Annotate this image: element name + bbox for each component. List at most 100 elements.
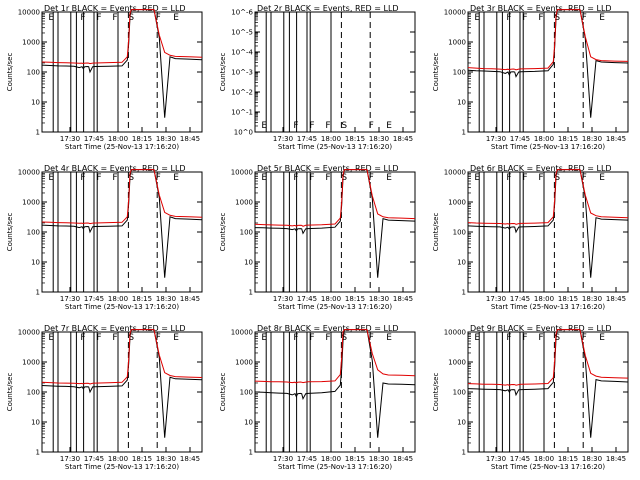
flag-label: F bbox=[538, 173, 543, 183]
y-tick-label: 10000 bbox=[231, 329, 253, 337]
flag-label: F bbox=[80, 173, 85, 183]
x-tick-label: 18:30 bbox=[582, 455, 602, 463]
x-tick-label: 18:15 bbox=[132, 455, 152, 463]
x-tick-label: 17:30 bbox=[273, 135, 293, 143]
y-tick-label: 1 bbox=[249, 289, 253, 297]
x-tick-label: 17:30 bbox=[60, 295, 80, 303]
x-tick-label: 17:30 bbox=[486, 455, 506, 463]
y-tick-label: 10^-5 bbox=[231, 29, 253, 37]
flag-label: S bbox=[341, 173, 347, 183]
x-tick-label: 18:45 bbox=[606, 455, 626, 463]
x-tick-label: 17:45 bbox=[510, 455, 530, 463]
flag-label: E bbox=[474, 173, 480, 183]
y-tick-label: 10 bbox=[31, 419, 40, 427]
series-events bbox=[467, 329, 629, 438]
y-tick-label: 10 bbox=[31, 259, 40, 267]
flag-label: E bbox=[599, 173, 605, 183]
y-tick-label: 10 bbox=[244, 259, 253, 267]
chart-title: Det 9r BLACK = Events, RED = LLD bbox=[470, 324, 612, 333]
y-tick-label: 100 bbox=[240, 389, 253, 397]
flag-label: S bbox=[128, 173, 134, 183]
flag-label: E bbox=[261, 173, 267, 183]
flag-label: F bbox=[293, 173, 298, 183]
y-tick-label: 100 bbox=[453, 229, 466, 237]
y-tick-label: 10000 bbox=[444, 329, 466, 337]
flag-label: E bbox=[386, 121, 392, 131]
y-tick-label: 1000 bbox=[235, 359, 253, 367]
series-events bbox=[467, 169, 629, 278]
y-tick-label: 1000 bbox=[448, 39, 466, 47]
y-tick-label: 1000 bbox=[448, 199, 466, 207]
y-tick-label: 10^-1 bbox=[231, 109, 253, 117]
x-tick-label: 17:45 bbox=[84, 455, 104, 463]
y-tick-label: 1 bbox=[462, 129, 466, 137]
series-lld bbox=[467, 9, 629, 71]
plot-frame bbox=[254, 171, 416, 293]
y-axis-label: Counts/sec bbox=[432, 213, 440, 252]
plot-frame bbox=[467, 11, 629, 133]
x-tick-label: 18:45 bbox=[393, 295, 413, 303]
flag-label: F bbox=[156, 173, 161, 183]
flag-label: F bbox=[506, 333, 511, 343]
panel-det-6: Det 6r BLACK = Events, RED = LLD 1 10 100 10… bbox=[432, 164, 629, 311]
series-lld bbox=[41, 169, 203, 225]
y-tick-label: 1 bbox=[36, 289, 40, 297]
x-tick-label: 18:15 bbox=[132, 135, 152, 143]
x-tick-label: 17:30 bbox=[60, 135, 80, 143]
chart-title: Det 7r BLACK = Events, RED = LLD bbox=[44, 324, 186, 333]
x-tick-label: 17:45 bbox=[297, 455, 317, 463]
series-lld bbox=[254, 329, 416, 384]
y-tick-label: 1 bbox=[249, 449, 253, 457]
flag-label: E bbox=[261, 121, 267, 131]
x-axis-label: Start Time (25-Nov-13 17:16:20) bbox=[278, 463, 392, 471]
x-tick-label: 18:15 bbox=[345, 135, 365, 143]
y-tick-label: 10000 bbox=[18, 329, 40, 337]
flag-label: E bbox=[599, 333, 605, 343]
flag-label: F bbox=[156, 13, 161, 23]
x-tick-label: 18:30 bbox=[369, 295, 389, 303]
flag-label: F bbox=[325, 173, 330, 183]
flag-label: F bbox=[506, 173, 511, 183]
flag-label: F bbox=[582, 173, 587, 183]
plot-frame bbox=[41, 11, 203, 133]
flag-label: F bbox=[325, 333, 330, 343]
flag-label: E bbox=[173, 173, 179, 183]
x-tick-label: 18:45 bbox=[180, 135, 200, 143]
x-tick-label: 17:30 bbox=[486, 295, 506, 303]
x-tick-label: 18:00 bbox=[108, 455, 128, 463]
series-lld bbox=[467, 329, 629, 387]
x-tick-label: 17:45 bbox=[297, 295, 317, 303]
panel-det-4: Det 4r BLACK = Events, RED = LLD 1 10 100 10… bbox=[6, 164, 203, 311]
flag-label: F bbox=[112, 173, 117, 183]
chart-title: Det 2r BLACK = Events, RED = LLD bbox=[257, 4, 399, 13]
x-axis-label: Start Time (25-Nov-13 17:16:20) bbox=[278, 143, 392, 151]
flag-label: F bbox=[325, 121, 330, 131]
x-axis-label: Start Time (25-Nov-13 17:16:20) bbox=[65, 143, 179, 151]
y-tick-label: 1000 bbox=[22, 39, 40, 47]
flag-label: F bbox=[80, 13, 85, 23]
y-tick-label: 1000 bbox=[448, 359, 466, 367]
y-axis-label: Counts/sec bbox=[6, 213, 14, 252]
series-lld bbox=[254, 169, 416, 227]
y-tick-label: 10 bbox=[457, 99, 466, 107]
y-axis-label: Counts/sec bbox=[219, 53, 227, 92]
flag-label: F bbox=[506, 13, 511, 23]
flag-label: E bbox=[48, 333, 54, 343]
series-events bbox=[41, 9, 203, 118]
x-tick-label: 18:15 bbox=[345, 455, 365, 463]
plot-frame bbox=[41, 331, 203, 453]
x-tick-label: 18:45 bbox=[393, 135, 413, 143]
y-tick-label: 100 bbox=[240, 229, 253, 237]
y-axis-label: Counts/sec bbox=[6, 53, 14, 92]
flag-label: F bbox=[582, 333, 587, 343]
flag-label: F bbox=[293, 333, 298, 343]
chart-title: Det 4r BLACK = Events, RED = LLD bbox=[44, 164, 186, 173]
y-tick-label: 1000 bbox=[22, 199, 40, 207]
flag-label: F bbox=[309, 121, 314, 131]
flag-label: F bbox=[96, 173, 101, 183]
y-tick-label: 10^-2 bbox=[231, 89, 253, 97]
x-axis-label: Start Time (25-Nov-13 17:16:20) bbox=[491, 143, 605, 151]
flag-label: F bbox=[582, 13, 587, 23]
flag-label: S bbox=[341, 333, 347, 343]
panel-det-2: Det 2r BLACK = Events, RED = LLD 10^0 10^-… bbox=[219, 4, 416, 151]
